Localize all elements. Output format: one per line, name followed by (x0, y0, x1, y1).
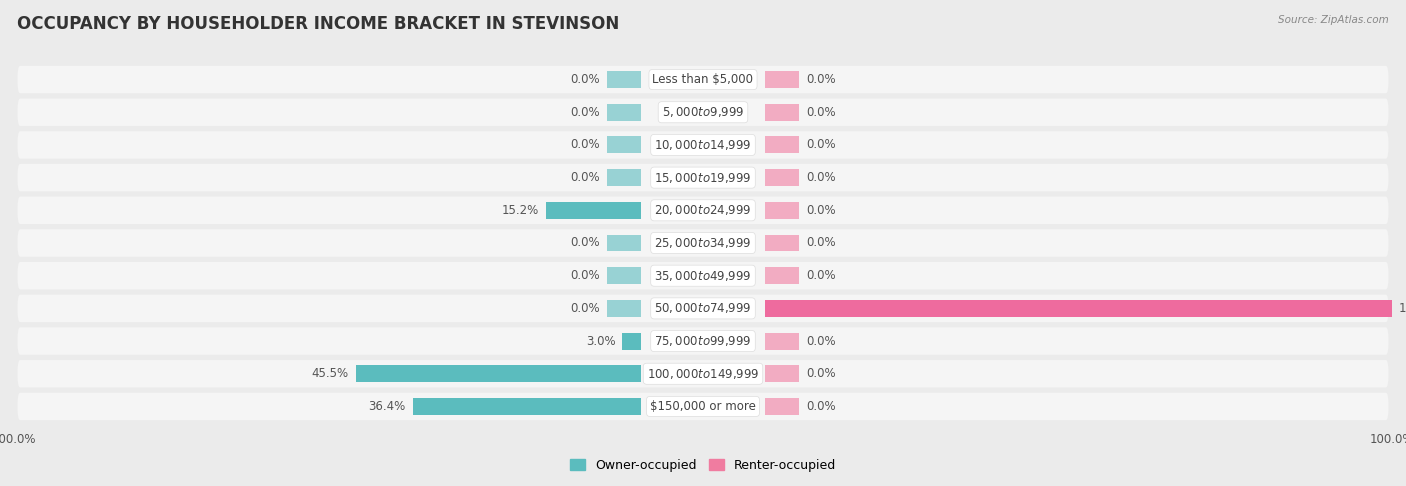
Text: $5,000 to $9,999: $5,000 to $9,999 (662, 105, 744, 119)
Text: 0.0%: 0.0% (569, 139, 599, 152)
Bar (606, 235, 641, 251)
Bar (765, 332, 800, 349)
Text: $35,000 to $49,999: $35,000 to $49,999 (654, 269, 752, 283)
Bar (765, 137, 800, 154)
FancyBboxPatch shape (17, 295, 1389, 322)
Legend: Owner-occupied, Renter-occupied: Owner-occupied, Renter-occupied (565, 454, 841, 477)
Text: $15,000 to $19,999: $15,000 to $19,999 (654, 171, 752, 185)
Bar (606, 137, 641, 154)
Text: 100.0%: 100.0% (1399, 302, 1406, 315)
Text: $75,000 to $99,999: $75,000 to $99,999 (654, 334, 752, 348)
Text: 0.0%: 0.0% (569, 106, 599, 119)
Bar (623, 332, 641, 349)
Text: $150,000 or more: $150,000 or more (650, 400, 756, 413)
Text: 0.0%: 0.0% (807, 171, 837, 184)
Bar (765, 365, 800, 382)
FancyBboxPatch shape (17, 328, 1389, 355)
Text: 0.0%: 0.0% (807, 367, 837, 380)
Text: 0.0%: 0.0% (807, 139, 837, 152)
Text: 0.0%: 0.0% (807, 73, 837, 86)
Text: OCCUPANCY BY HOUSEHOLDER INCOME BRACKET IN STEVINSON: OCCUPANCY BY HOUSEHOLDER INCOME BRACKET … (17, 15, 619, 33)
FancyBboxPatch shape (17, 229, 1389, 257)
Bar (606, 71, 641, 88)
Bar (356, 365, 641, 382)
Text: 36.4%: 36.4% (368, 400, 406, 413)
FancyBboxPatch shape (17, 131, 1389, 158)
Bar (765, 104, 800, 121)
FancyBboxPatch shape (17, 393, 1389, 420)
FancyBboxPatch shape (17, 99, 1389, 126)
FancyBboxPatch shape (17, 262, 1389, 290)
Text: 0.0%: 0.0% (807, 237, 837, 249)
Text: 0.0%: 0.0% (569, 73, 599, 86)
Text: 0.0%: 0.0% (569, 302, 599, 315)
Bar (765, 202, 800, 219)
Text: 15.2%: 15.2% (502, 204, 538, 217)
Text: 0.0%: 0.0% (807, 334, 837, 347)
Text: 0.0%: 0.0% (569, 237, 599, 249)
Bar (765, 71, 800, 88)
Bar (606, 267, 641, 284)
FancyBboxPatch shape (17, 66, 1389, 93)
Text: $100,000 to $149,999: $100,000 to $149,999 (647, 367, 759, 381)
Text: 0.0%: 0.0% (807, 204, 837, 217)
Bar (546, 202, 641, 219)
Text: 0.0%: 0.0% (569, 269, 599, 282)
Text: $20,000 to $24,999: $20,000 to $24,999 (654, 203, 752, 217)
Bar (765, 300, 1392, 317)
Text: 0.0%: 0.0% (807, 400, 837, 413)
Bar (765, 398, 800, 415)
Bar (606, 169, 641, 186)
FancyBboxPatch shape (17, 360, 1389, 387)
Text: Source: ZipAtlas.com: Source: ZipAtlas.com (1278, 15, 1389, 25)
Bar (606, 300, 641, 317)
Text: $10,000 to $14,999: $10,000 to $14,999 (654, 138, 752, 152)
Text: Less than $5,000: Less than $5,000 (652, 73, 754, 86)
Text: 0.0%: 0.0% (807, 269, 837, 282)
Text: $50,000 to $74,999: $50,000 to $74,999 (654, 301, 752, 315)
FancyBboxPatch shape (17, 196, 1389, 224)
Bar (765, 235, 800, 251)
Bar (413, 398, 641, 415)
FancyBboxPatch shape (17, 164, 1389, 191)
Bar (765, 169, 800, 186)
Text: 0.0%: 0.0% (569, 171, 599, 184)
Bar (606, 104, 641, 121)
Text: $25,000 to $34,999: $25,000 to $34,999 (654, 236, 752, 250)
Text: 3.0%: 3.0% (586, 334, 616, 347)
Text: 45.5%: 45.5% (312, 367, 349, 380)
Text: 0.0%: 0.0% (807, 106, 837, 119)
Bar (765, 267, 800, 284)
